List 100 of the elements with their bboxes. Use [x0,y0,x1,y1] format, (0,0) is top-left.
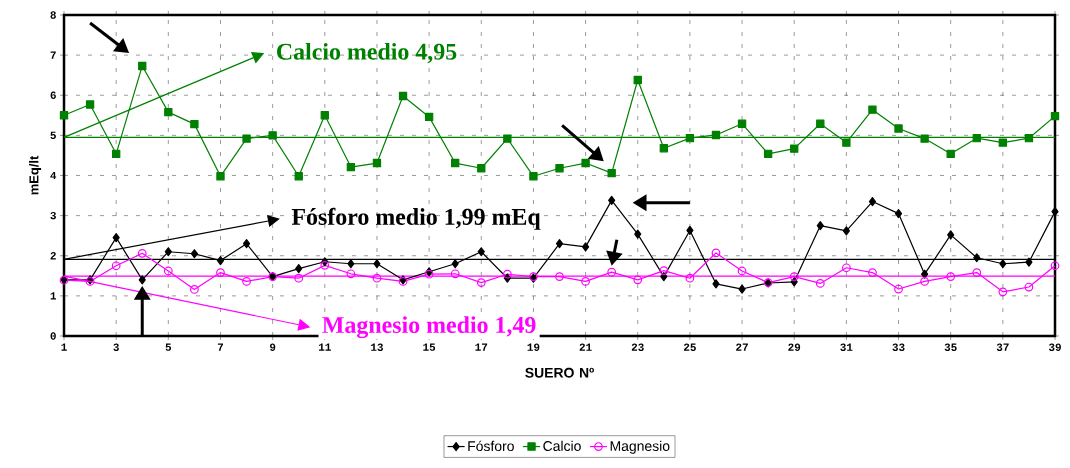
x-tick-label: 39 [1048,343,1061,351]
point [607,168,616,178]
point [138,275,146,285]
point [581,277,590,286]
point [686,225,694,236]
x-tick-label: 37 [996,343,1009,351]
legend-label: Fósforo [468,440,514,452]
legend-label: Calcio [543,440,581,451]
x-tick-label: 11 [318,343,331,351]
x-tick-label: 27 [736,343,748,351]
point [164,247,172,257]
x-tick-label: 31 [840,343,853,351]
point [868,268,877,277]
point [555,272,564,281]
point [503,134,512,143]
x-tick-label: 1 [61,343,67,351]
point [789,272,799,281]
point [633,275,643,285]
x-tick-label: 21 [579,343,592,351]
point [242,239,251,249]
point [660,272,668,282]
point [294,273,304,283]
y-tick-label: 7 [50,51,56,59]
point [581,158,590,168]
point [372,273,382,283]
point [841,263,851,273]
point [711,130,721,140]
x-tick-label: 15 [423,343,436,351]
point [763,149,773,159]
point [815,279,825,288]
x-tick-label: 25 [683,343,696,351]
point [190,119,199,129]
x-tick-label: 3 [113,343,119,351]
point [555,239,564,249]
point [737,266,747,276]
point [190,285,199,294]
point [946,272,956,281]
point [1024,282,1034,292]
point [868,196,877,207]
point [738,284,746,294]
point [842,138,851,147]
point [685,133,695,143]
point [1024,133,1034,143]
point [111,149,121,159]
point [164,107,173,117]
point [894,209,903,219]
y-tick-label: 2 [50,252,56,260]
point [424,112,434,122]
point [529,172,538,181]
point [633,75,642,85]
point [972,133,981,143]
point [972,268,982,277]
point [998,287,1008,297]
point [920,134,929,143]
point [894,284,903,294]
point [634,229,642,239]
point [190,249,198,259]
x-axis-title: SUERO Nº [525,367,594,378]
x-tick-label: 13 [371,343,383,351]
y-tick-label: 0 [50,332,56,340]
point [555,164,564,173]
point [1050,111,1060,121]
point [659,266,669,275]
point [1050,261,1060,271]
point [216,172,225,181]
x-tick-label: 23 [631,343,644,351]
point [59,111,69,120]
point [347,259,355,269]
point [920,277,929,286]
point [216,268,225,277]
point [450,269,460,279]
point [268,131,277,140]
point [242,134,251,143]
point [502,269,512,279]
legend-label: Fósforo medio 1,99 mEq [291,207,541,230]
point [973,253,981,263]
point [477,247,485,257]
point [137,248,147,258]
point [294,172,303,181]
x-tick-label: 35 [944,343,957,351]
point [607,267,617,277]
x-tick-label: 29 [788,343,801,351]
point [451,158,460,168]
point [999,259,1007,269]
point [242,277,251,286]
y-tick-label: 3 [50,211,56,220]
point [816,119,825,128]
y-axis-title: mEq/lt [29,155,42,195]
point [138,61,147,71]
point [163,266,173,276]
point [946,149,955,159]
point [112,233,120,243]
y-tick-label: 8 [50,11,56,19]
point [373,259,381,269]
point [216,255,225,266]
point [868,105,877,114]
legend-label: Magnesio medio 1,49 [322,316,536,339]
point [998,138,1008,147]
point [737,119,747,128]
point [608,195,616,205]
